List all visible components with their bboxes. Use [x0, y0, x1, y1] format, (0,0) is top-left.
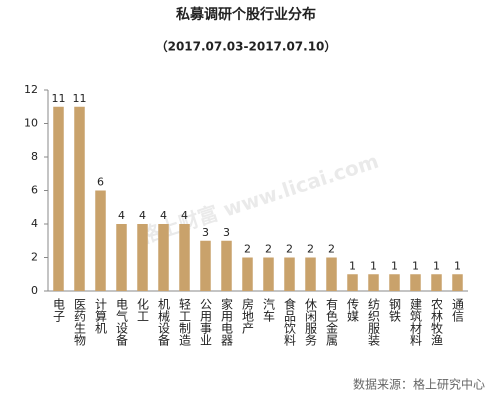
data-label: 2: [286, 243, 293, 256]
data-label: 1: [391, 259, 398, 272]
x-tick-label: 农林牧渔: [430, 298, 444, 346]
x-tick-label: 传媒: [346, 297, 360, 322]
data-label: 3: [223, 226, 230, 239]
data-label: 6: [97, 176, 104, 189]
bar: [410, 274, 421, 291]
y-tick-label: 4: [31, 217, 38, 230]
bar: [368, 274, 379, 291]
data-label: 1: [349, 259, 356, 272]
bar: [389, 274, 400, 291]
data-label: 3: [202, 226, 209, 239]
y-tick-label: 0: [31, 284, 38, 297]
bar: [95, 190, 106, 291]
x-tick-label: 通信: [451, 298, 465, 323]
x-tick-label: 纺织服装: [367, 298, 381, 347]
x-tick-label: 电子: [52, 298, 66, 322]
bar: [347, 274, 358, 291]
data-label: 1: [370, 259, 377, 272]
x-tick-label: 计算机: [94, 298, 108, 334]
data-label: 4: [139, 209, 146, 222]
data-label: 2: [307, 243, 314, 256]
x-tick-label: 建筑材料: [409, 298, 423, 346]
bar: [242, 257, 253, 291]
x-tick-label: 钢铁: [388, 298, 402, 322]
bar: [305, 257, 316, 291]
data-label: 2: [244, 243, 251, 256]
x-tick-label: 有色金属: [325, 298, 339, 347]
x-tick-label: 公用事业: [199, 298, 213, 346]
data-label: 1: [433, 259, 440, 272]
x-tick-label: 电气设备: [115, 298, 129, 347]
chart-subtitle: （2017.07.03-2017.07.10）: [156, 39, 337, 54]
x-tick-label: 轻工制造: [178, 298, 192, 346]
y-tick-label: 8: [31, 150, 38, 163]
x-tick-label: 汽车: [262, 297, 276, 323]
x-tick-label: 机械设备: [157, 298, 171, 347]
bar: [74, 106, 85, 291]
y-tick-label: 10: [24, 117, 38, 130]
y-tick-label: 6: [31, 184, 38, 197]
x-tick-label: 食品饮料: [283, 297, 297, 346]
data-label: 1: [412, 259, 419, 272]
bar: [158, 224, 169, 291]
bar: [284, 257, 295, 291]
x-tick-label: 化工: [136, 298, 150, 322]
bar: [137, 224, 148, 291]
bar: [452, 274, 463, 291]
bar: [116, 224, 127, 291]
bar: [53, 106, 64, 291]
data-label: 1: [454, 259, 461, 272]
bar: [326, 257, 337, 291]
bar: [200, 240, 211, 291]
data-label: 2: [265, 243, 272, 256]
chart-title: 私募调研个股行业分布: [176, 6, 316, 23]
data-label: 4: [181, 209, 188, 222]
data-label: 4: [160, 209, 167, 222]
bar: [431, 274, 442, 291]
bar: [221, 240, 232, 291]
bar: [263, 257, 274, 291]
x-tick-label: 房地产: [241, 297, 255, 335]
y-tick-label: 12: [24, 83, 38, 96]
watermark: 格上财富 www.licai.com: [138, 149, 382, 249]
data-label: 4: [118, 209, 125, 222]
data-label: 11: [52, 92, 66, 105]
x-tick-label: 医药生物: [73, 298, 87, 346]
bar: [179, 224, 190, 291]
data-label: 11: [73, 92, 87, 105]
x-tick-label: 休闲服务: [304, 298, 318, 346]
source-note: 数据来源：格上研究中心: [353, 377, 485, 392]
x-tick-label: 家用电器: [220, 297, 234, 347]
data-label: 2: [328, 243, 335, 256]
y-tick-label: 2: [31, 251, 38, 264]
